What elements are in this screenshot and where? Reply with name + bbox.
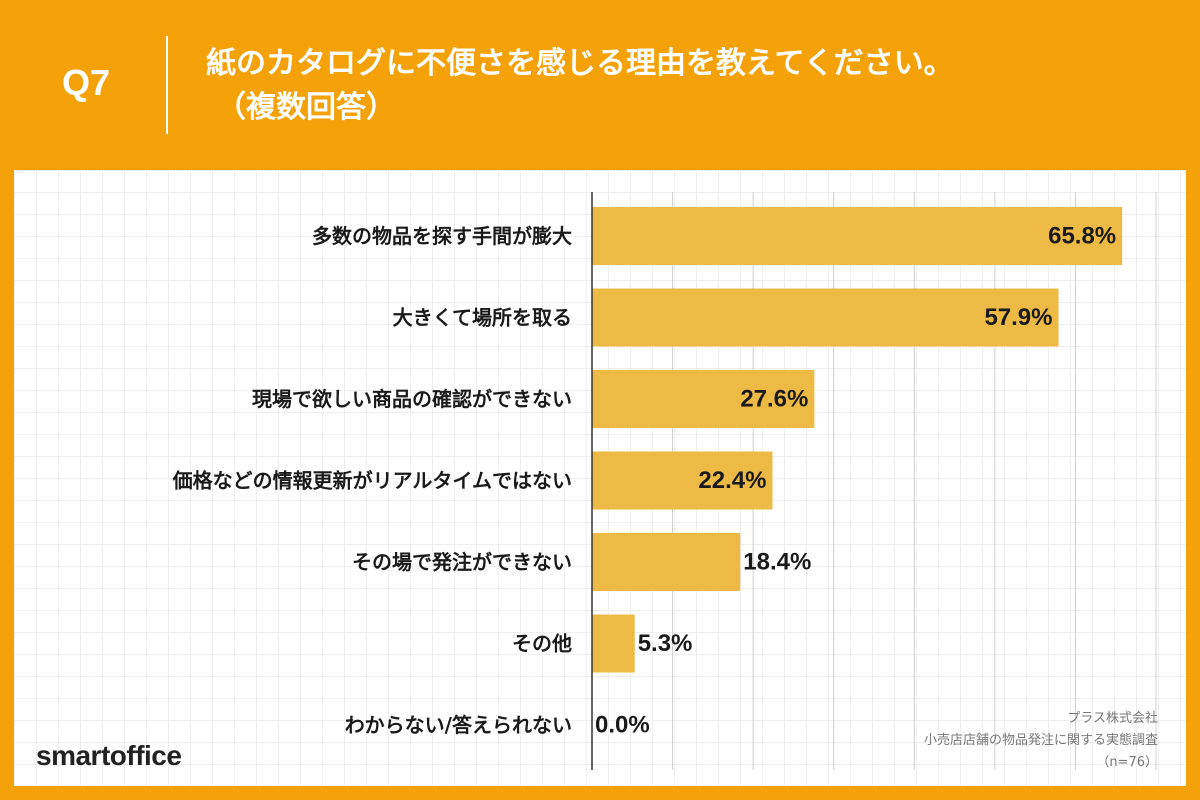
sample-size: （n=76） bbox=[1096, 755, 1158, 770]
category-label: わからない/答えられない bbox=[345, 713, 572, 737]
data-label: 18.4% bbox=[743, 549, 811, 576]
data-label: 57.9% bbox=[984, 304, 1052, 331]
header: Q7 紙のカタログに不便さを感じる理由を教えてください。 （複数回答） bbox=[0, 0, 1200, 170]
source-company: プラス株式会社 bbox=[1067, 711, 1158, 726]
category-label: 大きくて場所を取る bbox=[393, 306, 572, 330]
question-subtitle: （複数回答） bbox=[216, 90, 396, 125]
bar bbox=[592, 533, 741, 591]
category-label: 現場で欲しい商品の確認ができない bbox=[252, 387, 572, 411]
source-survey: 小売店店舗の物品発注に関する実態調査 bbox=[923, 733, 1158, 748]
data-label: 65.8% bbox=[1048, 223, 1116, 250]
data-label: 22.4% bbox=[698, 467, 766, 494]
question-title-main: 紙のカタログに不便さを感じる理由を教えてください。 bbox=[206, 46, 954, 81]
category-label: その場で発注ができない bbox=[352, 550, 572, 574]
bar bbox=[592, 207, 1123, 265]
brand-logo: smartoffice bbox=[36, 740, 182, 771]
bar bbox=[592, 451, 773, 510]
header-divider bbox=[166, 36, 168, 134]
bar bbox=[592, 370, 815, 428]
data-label: 5.3% bbox=[638, 630, 693, 657]
bar bbox=[592, 288, 1059, 347]
source-note: プラス株式会社 小売店店舗の物品発注に関する実態調査 （n=76） bbox=[924, 708, 1158, 774]
data-label: 0.0% bbox=[595, 712, 650, 739]
data-label: 27.6% bbox=[740, 386, 808, 413]
category-label: 価格などの情報更新がリアルタイムではない bbox=[172, 469, 572, 493]
category-label: その他 bbox=[512, 632, 572, 656]
question-number: Q7 bbox=[62, 62, 111, 103]
question-title: 紙のカタログに不便さを感じる理由を教えてください。 （複数回答） bbox=[206, 42, 954, 130]
bar bbox=[592, 614, 635, 673]
category-label: 多数の物品を探す手間が膨大 bbox=[312, 224, 572, 248]
